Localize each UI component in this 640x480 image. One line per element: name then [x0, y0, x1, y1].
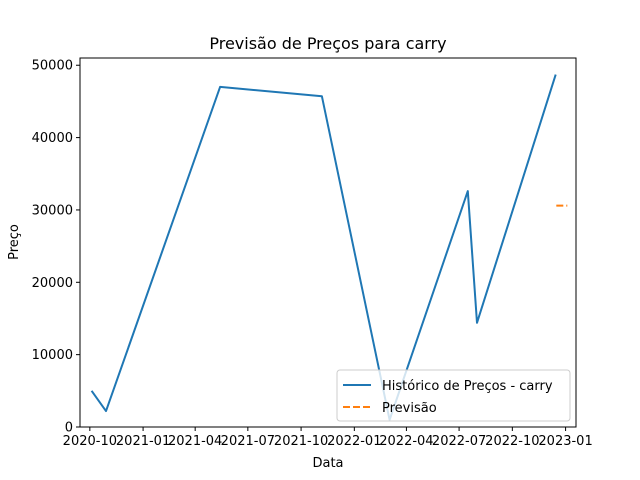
plot-area [80, 58, 576, 427]
y-tick-label: 10000 [32, 348, 73, 363]
series-line-0 [90, 74, 557, 421]
y-axis: 0 10000 20000 30000 40000 50000 [32, 59, 80, 436]
x-tick-label: 2022-01 [327, 434, 381, 449]
x-tick-label: 2021-10 [274, 434, 328, 449]
x-tick-label: 2022-07 [432, 434, 486, 449]
x-tick-label: 2021-07 [221, 434, 275, 449]
x-tick-label: 2023-01 [538, 434, 592, 449]
series-layer [90, 74, 568, 421]
y-tick-label: 40000 [32, 131, 73, 146]
y-tick-label: 20000 [32, 276, 73, 291]
legend-box [336, 369, 571, 422]
plot-frame [79, 57, 577, 428]
y-axis-label: Preço [7, 224, 22, 260]
y-tick-label: 50000 [32, 59, 73, 74]
y-tick-label: 0 [65, 421, 73, 436]
y-tick-label: 30000 [32, 203, 73, 218]
x-tick-label: 2022-10 [485, 434, 539, 449]
x-tick-label: 2020-10 [63, 434, 117, 449]
x-tick-label: 2022-04 [379, 434, 433, 449]
x-axis-label: Data [312, 456, 343, 471]
legend-label-previsao: Previsão [382, 401, 437, 416]
x-tick-label: 2021-01 [116, 434, 170, 449]
chart-title: Previsão de Preços para carry [209, 34, 446, 53]
legend-label-historico: Histórico de Preços - carry [382, 379, 553, 394]
x-tick-label: 2021-04 [168, 434, 222, 449]
legend: Histórico de Preços - carry Previsão [336, 369, 571, 422]
x-axis: 2020-102021-012021-042021-072021-102022-… [63, 427, 593, 449]
